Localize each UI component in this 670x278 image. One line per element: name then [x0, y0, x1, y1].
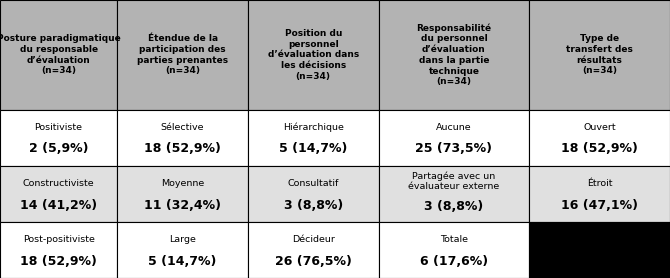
Bar	[248, 0, 379, 110]
Bar	[117, 0, 248, 110]
Text: Positiviste: Positiviste	[35, 123, 82, 132]
Bar	[248, 166, 379, 222]
Text: Moyenne: Moyenne	[161, 179, 204, 188]
Bar	[379, 0, 529, 110]
Text: 5 (14,7%): 5 (14,7%)	[279, 142, 348, 155]
Bar	[379, 110, 529, 166]
Text: 16 (47,1%): 16 (47,1%)	[561, 198, 638, 212]
Text: 3 (8,8%): 3 (8,8%)	[283, 198, 343, 212]
Text: Ouvert: Ouvert	[584, 123, 616, 132]
Bar	[0, 222, 117, 278]
Text: Sélective: Sélective	[161, 123, 204, 132]
Text: Partagée avec un
évaluateur externe: Partagée avec un évaluateur externe	[408, 172, 500, 192]
Text: 3 (8,8%): 3 (8,8%)	[424, 200, 484, 213]
Text: 18 (52,9%): 18 (52,9%)	[20, 255, 97, 268]
Text: Décideur: Décideur	[292, 235, 334, 244]
Bar	[0, 166, 117, 222]
Bar	[529, 110, 670, 166]
Text: 18 (52,9%): 18 (52,9%)	[561, 142, 638, 155]
Text: 6 (17,6%): 6 (17,6%)	[420, 255, 488, 268]
Text: 25 (73,5%): 25 (73,5%)	[415, 142, 492, 155]
Text: Large: Large	[169, 235, 196, 244]
Text: Responsabilité
du personnel
d’évaluation
dans la partie
technique
(n=34): Responsabilité du personnel d’évaluation…	[416, 23, 492, 86]
Text: Totale: Totale	[440, 235, 468, 244]
Text: Étroit: Étroit	[587, 179, 612, 188]
Bar	[0, 0, 117, 110]
Bar	[379, 222, 529, 278]
Text: Hiérarchique: Hiérarchique	[283, 123, 344, 132]
Bar	[379, 166, 529, 222]
Text: Position du
personnel
d’évaluation dans
les décisions
(n=34): Position du personnel d’évaluation dans …	[267, 29, 359, 81]
Text: Consultatif: Consultatif	[287, 179, 339, 188]
Bar	[0, 110, 117, 166]
Bar	[529, 0, 670, 110]
Text: Constructiviste: Constructiviste	[23, 179, 94, 188]
Bar	[117, 222, 248, 278]
Bar	[248, 222, 379, 278]
Text: 14 (41,2%): 14 (41,2%)	[20, 198, 97, 212]
Text: Posture paradigmatique
du responsable
d’évaluation
(n=34): Posture paradigmatique du responsable d’…	[0, 34, 121, 75]
Text: 11 (32,4%): 11 (32,4%)	[144, 198, 221, 212]
Text: 2 (5,9%): 2 (5,9%)	[29, 142, 88, 155]
Text: Post-positiviste: Post-positiviste	[23, 235, 94, 244]
Text: 18 (52,9%): 18 (52,9%)	[144, 142, 221, 155]
Text: Type de
transfert des
résultats
(n=34): Type de transfert des résultats (n=34)	[566, 34, 633, 75]
Text: 5 (14,7%): 5 (14,7%)	[148, 255, 217, 268]
Bar	[117, 166, 248, 222]
Bar	[248, 110, 379, 166]
Text: Étendue de la
participation des
parties prenantes
(n=34): Étendue de la participation des parties …	[137, 34, 228, 75]
Text: Aucune: Aucune	[436, 123, 472, 132]
Bar	[529, 166, 670, 222]
Bar	[117, 110, 248, 166]
Text: 26 (76,5%): 26 (76,5%)	[275, 255, 352, 268]
Bar	[529, 222, 670, 278]
